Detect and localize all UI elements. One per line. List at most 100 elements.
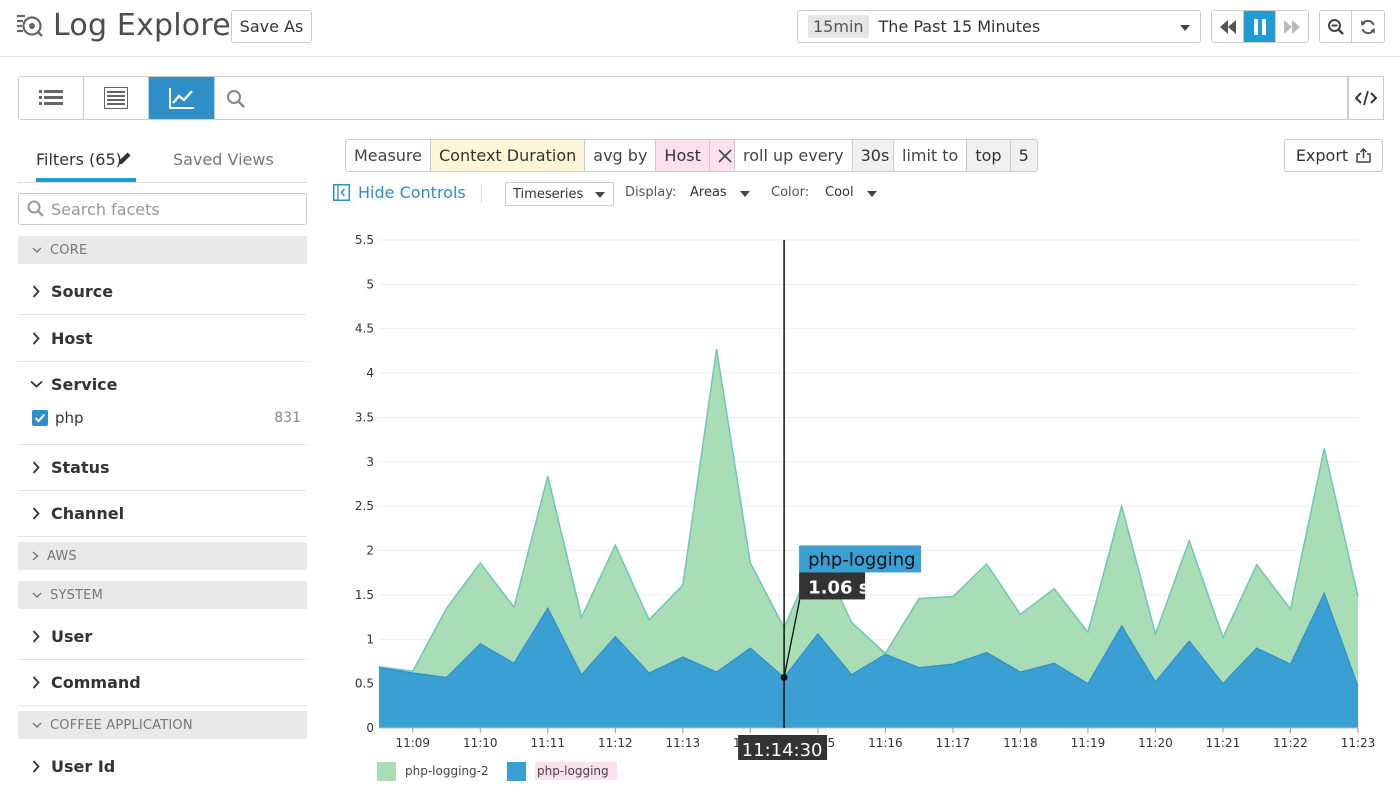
facet-value-count: 831 bbox=[274, 410, 301, 426]
x-tick-label: 11:09 bbox=[395, 736, 430, 750]
log-search-input[interactable] bbox=[214, 76, 1348, 120]
chevron-right-icon bbox=[32, 630, 40, 643]
aggregation-select[interactable]: avg by bbox=[585, 140, 657, 171]
facet-source[interactable]: Source bbox=[18, 269, 307, 315]
rewind-button[interactable] bbox=[1212, 11, 1244, 42]
pause-icon bbox=[1253, 18, 1266, 35]
divider bbox=[481, 185, 482, 203]
save-as-button[interactable]: Save As bbox=[231, 10, 312, 43]
legend-item-php-logging[interactable]: php-logging bbox=[507, 760, 617, 782]
chevron-down-icon bbox=[32, 247, 42, 253]
visualization-select[interactable]: Timeseries bbox=[505, 182, 614, 206]
group-by-select[interactable]: Host bbox=[656, 140, 710, 171]
chevron-down-icon bbox=[30, 380, 43, 388]
y-tick-label: 5.5 bbox=[355, 233, 374, 247]
detailed-list-view-button[interactable] bbox=[84, 77, 149, 119]
tooltip-series-box bbox=[799, 545, 922, 573]
legend-label: php-logging bbox=[535, 762, 617, 780]
legend-swatch bbox=[507, 761, 526, 781]
section-coffee-application[interactable]: COFFEE APPLICATION bbox=[18, 711, 307, 739]
pencil-icon[interactable] bbox=[118, 150, 132, 169]
facet-search-field[interactable] bbox=[18, 193, 307, 225]
section-system-label: SYSTEM bbox=[50, 587, 104, 603]
tab-filters[interactable]: Filters (65) bbox=[36, 150, 122, 169]
facet-value-label: php bbox=[55, 409, 84, 427]
time-range-chip: 15min bbox=[808, 15, 869, 38]
tab-saved-views[interactable]: Saved Views bbox=[173, 150, 274, 169]
facet-host[interactable]: Host bbox=[18, 316, 307, 362]
zoom-out-button[interactable] bbox=[1320, 11, 1352, 42]
close-icon bbox=[718, 148, 732, 163]
timeseries-area-chart[interactable]: 0 0.5 1 1.5 2 2.5 3 3.5 4 4.5 5 5.5 11:09 11:10 11:11 1… bbox=[330, 225, 1380, 760]
x-tick-label: 11:17 bbox=[936, 736, 971, 750]
limit-count-select[interactable]: 5 bbox=[1010, 140, 1037, 171]
measure-select[interactable]: Context Duration bbox=[431, 140, 586, 171]
line-php-logging-2 bbox=[378, 349, 1359, 673]
check-icon bbox=[34, 413, 46, 423]
active-tab-indicator bbox=[36, 178, 136, 182]
code-view-button[interactable] bbox=[1348, 76, 1384, 120]
x-tick-label: 11:18 bbox=[1003, 736, 1038, 750]
x-tick-label: 11:13 bbox=[666, 736, 701, 750]
chevron-right-icon bbox=[32, 507, 40, 520]
list-icon bbox=[39, 90, 63, 105]
facet-user[interactable]: User bbox=[18, 614, 307, 660]
facet-status[interactable]: Status bbox=[18, 445, 307, 491]
tooltip-leader-line bbox=[783, 597, 801, 678]
section-coffee-label: COFFEE APPLICATION bbox=[50, 717, 193, 733]
sidebar-tabs: Filters (65) Saved Views bbox=[18, 140, 307, 183]
y-tick-label: 1.5 bbox=[355, 588, 374, 602]
pause-button[interactable] bbox=[1244, 11, 1276, 42]
chevron-right-icon bbox=[32, 551, 39, 561]
log-explorer-logo-icon bbox=[16, 11, 44, 39]
chevron-down-icon[interactable] bbox=[740, 191, 750, 197]
legend-item-php-logging-2[interactable]: php-logging-2 bbox=[377, 760, 489, 782]
facet-command-label: Command bbox=[51, 673, 141, 692]
measure-label: Measure bbox=[346, 140, 431, 171]
x-tick-label: 11:19 bbox=[1071, 736, 1106, 750]
rollup-interval-select[interactable]: 30s bbox=[852, 140, 898, 171]
checkbox-checked[interactable] bbox=[32, 410, 48, 426]
y-tick-label: 0.5 bbox=[355, 677, 374, 691]
facet-channel-label: Channel bbox=[51, 504, 125, 523]
x-tick-label: 11:23 bbox=[1341, 736, 1376, 750]
rollup-label: roll up every bbox=[735, 140, 853, 171]
facet-user-id[interactable]: User Id bbox=[18, 744, 307, 790]
analytics-view-button[interactable] bbox=[149, 77, 214, 119]
section-aws[interactable]: AWS bbox=[18, 542, 307, 570]
facet-search-input[interactable] bbox=[51, 198, 291, 220]
y-tick-label: 2 bbox=[366, 544, 374, 558]
zoom-out-icon bbox=[1327, 18, 1344, 35]
list-view-button[interactable] bbox=[19, 77, 84, 119]
x-tick-label: 11:10 bbox=[463, 736, 498, 750]
facet-host-label: Host bbox=[51, 329, 93, 348]
color-label: Color: bbox=[771, 185, 810, 200]
area-php-logging bbox=[379, 593, 1358, 728]
section-system[interactable]: SYSTEM bbox=[18, 581, 307, 609]
fast-forward-button[interactable] bbox=[1276, 11, 1308, 42]
chevron-right-icon bbox=[32, 285, 40, 298]
fast-forward-icon bbox=[1284, 19, 1300, 34]
export-button[interactable]: Export bbox=[1284, 139, 1383, 172]
time-range-select[interactable]: 15min The Past 15 Minutes bbox=[797, 10, 1201, 43]
chevron-down-icon bbox=[1180, 25, 1190, 31]
x-tick-label: 11:12 bbox=[598, 736, 633, 750]
facet-service[interactable]: Service php 831 bbox=[18, 362, 307, 445]
limit-direction-select[interactable]: top bbox=[967, 140, 1011, 171]
facet-value-php[interactable]: php bbox=[32, 409, 84, 427]
limit-group: limit to top 5 bbox=[893, 139, 1038, 172]
y-tick-label: 0 bbox=[366, 721, 374, 735]
y-tick-label: 5 bbox=[366, 277, 374, 291]
section-core[interactable]: CORE bbox=[18, 236, 307, 264]
y-tick-label: 1 bbox=[366, 632, 374, 646]
chevron-down-icon[interactable] bbox=[867, 191, 877, 197]
visualization-value: Timeseries bbox=[513, 186, 584, 202]
facet-channel[interactable]: Channel bbox=[18, 491, 307, 537]
display-select[interactable]: Areas bbox=[690, 185, 727, 200]
hide-controls-button[interactable]: Hide Controls bbox=[333, 183, 466, 202]
refresh-button[interactable] bbox=[1352, 11, 1384, 42]
facet-command[interactable]: Command bbox=[18, 660, 307, 706]
collapse-panel-icon bbox=[333, 184, 350, 201]
facet-service-label: Service bbox=[51, 375, 118, 394]
color-select[interactable]: Cool bbox=[825, 185, 854, 200]
